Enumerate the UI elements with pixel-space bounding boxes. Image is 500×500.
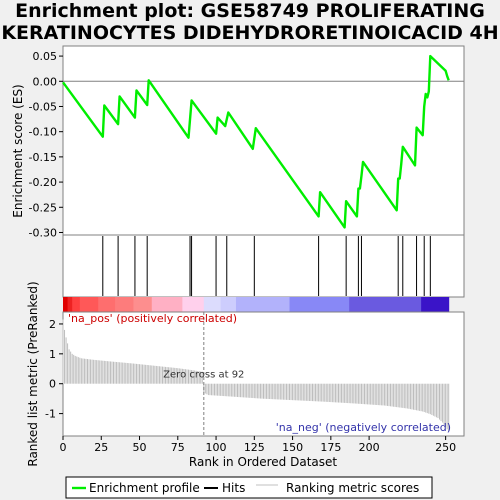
hits-panel bbox=[62, 234, 465, 298]
x-tick-label: 100 bbox=[206, 441, 227, 454]
color-bar-segment bbox=[67, 297, 73, 312]
x-tick-label: 200 bbox=[359, 441, 380, 454]
x-tick-label: 250 bbox=[435, 441, 456, 454]
color-bar-segment bbox=[133, 297, 153, 312]
hit-lines bbox=[102, 236, 431, 296]
color-bar-segment bbox=[235, 297, 291, 312]
color-bar-segment bbox=[220, 297, 237, 312]
x-axis-label: Rank in Ordered Dataset bbox=[189, 455, 337, 469]
ranking-color-bar bbox=[63, 297, 450, 312]
es-y-tick-label: 0.05 bbox=[33, 50, 58, 63]
color-bar-segment bbox=[98, 297, 116, 312]
legend bbox=[65, 476, 433, 499]
x-tick-label: 150 bbox=[282, 441, 303, 454]
es-y-tick-label: -0.30 bbox=[29, 226, 57, 239]
ranking-y-tick-label: 0 bbox=[49, 378, 56, 391]
color-bar-segment bbox=[115, 297, 134, 312]
ranking-y-tick-label: 2 bbox=[49, 318, 56, 331]
x-axis: 0 25 50 75 100 125 150 175 200 250 bbox=[60, 436, 456, 454]
chart-title-line-2: KERATINOCYTES DIDEHYDRORETINOICACID 4H bbox=[1, 22, 499, 44]
color-bar-segment bbox=[289, 297, 350, 312]
legend-label-enrichment-profile: Enrichment profile bbox=[89, 481, 200, 495]
es-y-tick-label: -0.10 bbox=[29, 126, 57, 139]
zero-cross-label: Zero cross at 92 bbox=[163, 370, 244, 381]
x-tick-label: 25 bbox=[94, 441, 108, 454]
es-y-tick-label: 0.00 bbox=[33, 75, 58, 88]
es-y-axis-label: Enrichment score (ES) bbox=[11, 84, 25, 217]
es-line-enrichment-profile bbox=[62, 54, 450, 229]
color-bar-segment bbox=[151, 297, 183, 312]
x-tick-label: 0 bbox=[60, 441, 67, 454]
color-bar-segment bbox=[421, 297, 450, 312]
color-bar-segment bbox=[72, 297, 81, 312]
color-bar-segment bbox=[63, 297, 69, 312]
x-tick-label: 50 bbox=[133, 441, 147, 454]
color-bar-segment bbox=[79, 297, 99, 312]
ranking-y-axis-label: Ranked list metric (PreRanked) bbox=[26, 281, 40, 466]
x-tick-label: 75 bbox=[171, 441, 185, 454]
ranking-y-tick-label: -1 bbox=[45, 408, 56, 421]
ranking-metric-bars bbox=[62, 319, 450, 432]
es-y-axis: 0.05 0.00 -0.05 -0.10 -0.15 -0.20 -0.25 -0.30 bbox=[29, 50, 63, 239]
es-y-tick-label: -0.25 bbox=[29, 201, 57, 214]
chart-title-line-1: Enrichment plot: GSE58749 PROLIFERATING bbox=[15, 0, 485, 22]
color-bar-segment bbox=[203, 297, 222, 312]
ranking-y-tick-label: 1 bbox=[49, 348, 56, 361]
es-y-tick-label: -0.20 bbox=[29, 176, 57, 189]
chart-title: Enrichment plot: GSE58749 PROLIFERATING … bbox=[0, 0, 500, 44]
legend-label-ranking-metric-scores: Ranking metric scores bbox=[286, 481, 419, 495]
color-bar-segment bbox=[349, 297, 422, 312]
negative-correlation-label: 'na_neg' (negatively correlated) bbox=[276, 421, 451, 434]
x-tick-label: 175 bbox=[320, 441, 341, 454]
positive-correlation-label: 'na_pos' (positively correlated) bbox=[68, 312, 237, 325]
color-bar-segment bbox=[182, 297, 205, 312]
legend-label-hits: Hits bbox=[222, 481, 245, 495]
ranking-y-axis: 2 1 0 -1 bbox=[45, 318, 63, 421]
es-y-tick-label: -0.15 bbox=[29, 151, 57, 164]
x-tick-label: 125 bbox=[244, 441, 265, 454]
es-y-tick-label: -0.05 bbox=[29, 100, 57, 113]
